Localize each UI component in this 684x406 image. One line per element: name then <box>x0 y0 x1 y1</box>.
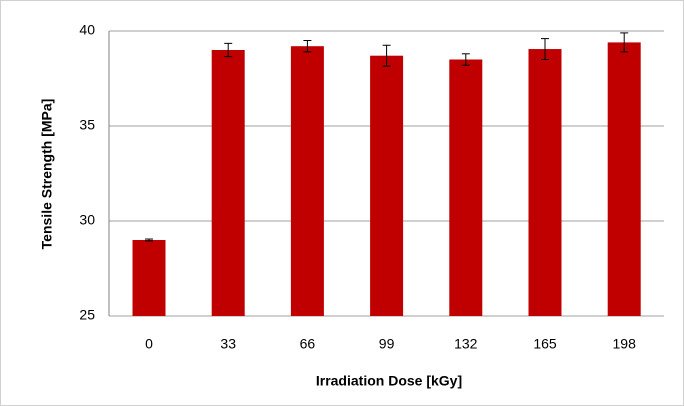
x-tick-label: 0 <box>145 336 153 352</box>
bar <box>132 240 166 316</box>
bar <box>370 55 404 316</box>
error-bar <box>303 40 312 53</box>
bar <box>211 50 245 316</box>
x-tick-label: 33 <box>220 336 236 352</box>
bar <box>449 59 483 316</box>
bar <box>607 42 641 317</box>
error-bar <box>224 42 233 58</box>
x-axis-title: Irradiation Dose [kGy] <box>316 373 462 389</box>
y-tick-label: 40 <box>79 22 95 38</box>
y-axis-title: Tensile Strength [MPa] <box>39 99 55 250</box>
x-tick-label: 66 <box>300 336 316 352</box>
x-tick-label: 99 <box>379 336 395 352</box>
error-bar <box>145 238 153 242</box>
y-tick-label: 35 <box>79 117 95 133</box>
error-bar <box>382 44 391 67</box>
x-tick-label: 165 <box>533 336 557 352</box>
error-bar <box>620 32 629 53</box>
y-tick-label: 25 <box>79 307 95 323</box>
bar <box>290 46 324 316</box>
error-bar <box>461 53 470 66</box>
bar <box>528 49 562 317</box>
y-tick-label: 30 <box>79 212 95 228</box>
error-bar <box>541 38 549 60</box>
x-tick-label: 132 <box>454 336 478 352</box>
x-tick-label: 198 <box>613 336 637 352</box>
